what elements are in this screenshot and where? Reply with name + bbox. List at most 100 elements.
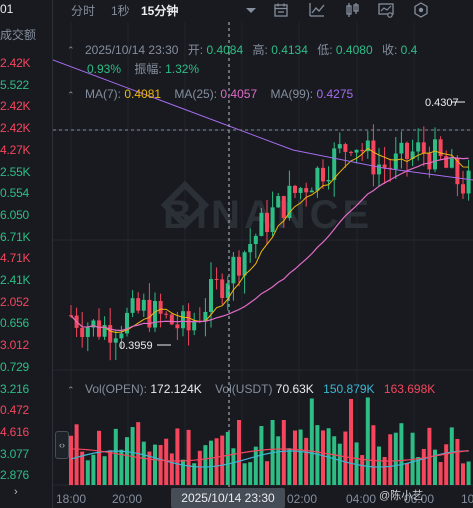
volume-bar bbox=[449, 427, 454, 485]
trade-row: 6.050 bbox=[0, 207, 30, 222]
line-draw-icon[interactable] bbox=[309, 2, 325, 18]
ma99-label: MA(99): bbox=[270, 87, 314, 101]
candle-body bbox=[259, 212, 264, 236]
candlestick-type-icon[interactable] bbox=[344, 2, 360, 18]
trade-row: 0.656 bbox=[0, 316, 30, 331]
volume-bar bbox=[80, 451, 85, 485]
interval-1s-tab[interactable]: 1秒 bbox=[111, 4, 130, 18]
volume-bar bbox=[399, 423, 404, 485]
panel-expand-handle-icon[interactable]: ‹› bbox=[55, 431, 69, 459]
trade-row: 2.052 bbox=[0, 294, 30, 309]
candle-body bbox=[377, 164, 381, 175]
volume-bar bbox=[393, 432, 398, 485]
candle-body bbox=[343, 144, 348, 152]
vol-open-label: Vol(OPEN): bbox=[85, 382, 148, 396]
volume-bar bbox=[382, 457, 387, 485]
trade-row: 3.216 bbox=[0, 381, 30, 396]
candle-body bbox=[326, 179, 331, 182]
volume-bar bbox=[276, 436, 281, 485]
volume-bar bbox=[91, 454, 96, 485]
expand-arrow-icon[interactable]: › bbox=[14, 486, 18, 498]
time-tick-label: 10 bbox=[461, 492, 473, 506]
candle-body bbox=[371, 140, 376, 175]
trade-row: 0.554 bbox=[0, 186, 30, 201]
close-value: 0.4 bbox=[400, 43, 418, 57]
amplitude-value: 1.32% bbox=[165, 62, 200, 76]
time-tick-label: 04:00 bbox=[346, 492, 377, 506]
ma99-value: 0.4275 bbox=[316, 87, 354, 101]
candle-body bbox=[130, 298, 135, 313]
candle-body bbox=[354, 149, 359, 153]
volume-bar bbox=[74, 424, 79, 485]
candle-body bbox=[466, 170, 471, 194]
collapse-chevron-icon[interactable]: ⌃ bbox=[67, 45, 75, 55]
ohlc-info-bar: 2025/10/14 23:30 开: 0.4084 高: 0.4134 低: … bbox=[69, 41, 417, 58]
caret-down-icon[interactable] bbox=[243, 2, 259, 18]
volume-bar bbox=[113, 428, 118, 485]
candle-body bbox=[175, 324, 180, 329]
volume-bar bbox=[203, 445, 208, 485]
panel-divider bbox=[52, 0, 53, 508]
candle-body bbox=[209, 279, 213, 312]
volume-bar bbox=[237, 420, 241, 485]
trade-row: 0.729 bbox=[0, 359, 30, 374]
interval-15m-tab[interactable]: 15分钟 bbox=[141, 4, 179, 18]
candle-body bbox=[85, 327, 90, 337]
candle-body bbox=[298, 188, 303, 193]
vol-collapse-chevron-icon[interactable]: ⌃ bbox=[67, 385, 75, 395]
volume-bar bbox=[281, 420, 286, 485]
high-value: 0.4134 bbox=[271, 43, 308, 57]
trade-row: 4.27K bbox=[0, 142, 31, 157]
vol-usdt-value: 70.63K bbox=[275, 382, 314, 396]
amplitude-label: 振幅: bbox=[134, 62, 162, 76]
candle-body bbox=[410, 151, 415, 159]
volume-bar bbox=[365, 397, 370, 485]
volume-bar bbox=[248, 462, 253, 485]
candle-body bbox=[309, 190, 314, 193]
volume-bar bbox=[231, 448, 236, 485]
volume-bar bbox=[444, 444, 449, 485]
trade-row: 0.472 bbox=[0, 403, 30, 418]
column-header: 01 bbox=[0, 2, 14, 16]
high-price-mark: 0.4307 bbox=[425, 97, 459, 109]
volume-bar bbox=[337, 443, 342, 485]
volume-bar bbox=[315, 425, 320, 485]
volume-bar bbox=[225, 431, 230, 485]
volume-bar bbox=[293, 430, 297, 485]
candle-body bbox=[444, 156, 449, 168]
volume-bar bbox=[181, 459, 185, 485]
ma99-line bbox=[53, 59, 473, 181]
volume-bar bbox=[175, 428, 180, 485]
candle-body bbox=[287, 185, 292, 219]
volume-bar bbox=[197, 450, 202, 485]
ma-legend: MA(7): 0.4081 MA(25): 0.4057 MA(99): 0.4… bbox=[69, 87, 353, 101]
low-price-mark: 0.3959 bbox=[119, 340, 153, 352]
candle-body bbox=[169, 314, 174, 325]
trade-row: 2.42K bbox=[0, 56, 31, 70]
vol-ma-b-value: 163.698K bbox=[383, 382, 436, 396]
calendar-icon[interactable] bbox=[273, 2, 289, 18]
hexagon-settings-icon[interactable] bbox=[413, 2, 429, 18]
low-value: 0.4080 bbox=[335, 43, 373, 57]
volume-bar bbox=[164, 438, 169, 485]
time-axis: 18:00 20:00 02:00 04:00 06:00 10 2025/10/14 2… bbox=[53, 488, 473, 508]
open-value: 0.4084 bbox=[206, 43, 244, 57]
candle-body bbox=[365, 140, 370, 152]
candle-body bbox=[158, 300, 163, 314]
candle-body bbox=[220, 279, 225, 298]
indicator-settings-icon[interactable] bbox=[378, 2, 394, 18]
volume-bar bbox=[321, 430, 325, 485]
ma-collapse-chevron-icon[interactable]: ⌃ bbox=[67, 90, 75, 100]
candle-body bbox=[332, 148, 337, 180]
candle-body bbox=[102, 325, 107, 337]
volume-bar bbox=[433, 449, 437, 485]
volume-bar bbox=[349, 398, 353, 485]
volume-bar bbox=[102, 456, 107, 485]
volume-bar bbox=[97, 430, 101, 485]
timeline-tab[interactable]: 分时 bbox=[71, 4, 96, 18]
volume-bar bbox=[377, 446, 381, 485]
candle-body bbox=[231, 256, 236, 284]
candle-body bbox=[248, 244, 253, 253]
